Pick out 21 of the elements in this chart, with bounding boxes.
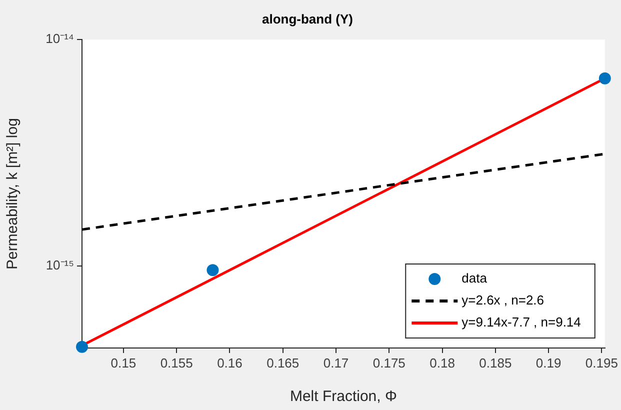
y-tick-label: 10⁻¹⁴ bbox=[46, 31, 74, 46]
x-tick-label: 0.155 bbox=[160, 355, 193, 370]
x-tick-label: 0.15 bbox=[110, 355, 136, 370]
chart-title: along-band (Y) bbox=[262, 11, 353, 26]
legend-label: data bbox=[462, 270, 488, 286]
y-tick-label: 10⁻¹⁵ bbox=[46, 258, 74, 273]
x-tick-label: 0.19 bbox=[536, 355, 562, 370]
x-tick-label: 0.165 bbox=[266, 355, 300, 370]
x-tick-label: 0.185 bbox=[479, 355, 512, 370]
x-tick-label: 0.17 bbox=[323, 355, 349, 370]
point bbox=[206, 264, 219, 276]
x-axis-title: Melt Fraction, Φ bbox=[290, 388, 397, 406]
x-tick-label: 0.195 bbox=[585, 355, 618, 370]
legend-label: y=9.14x-7.7 , n=9.14 bbox=[462, 314, 581, 330]
x-tick-label: 0.175 bbox=[372, 355, 406, 370]
x-tick-label: 0.18 bbox=[430, 355, 455, 370]
point bbox=[598, 72, 611, 84]
legend-label: y=2.6x , n=2.6 bbox=[462, 292, 544, 308]
x-tick-label: 0.16 bbox=[217, 355, 242, 370]
y-axis-title: Permeability, k [m²] log bbox=[4, 118, 22, 270]
point bbox=[76, 340, 88, 353]
